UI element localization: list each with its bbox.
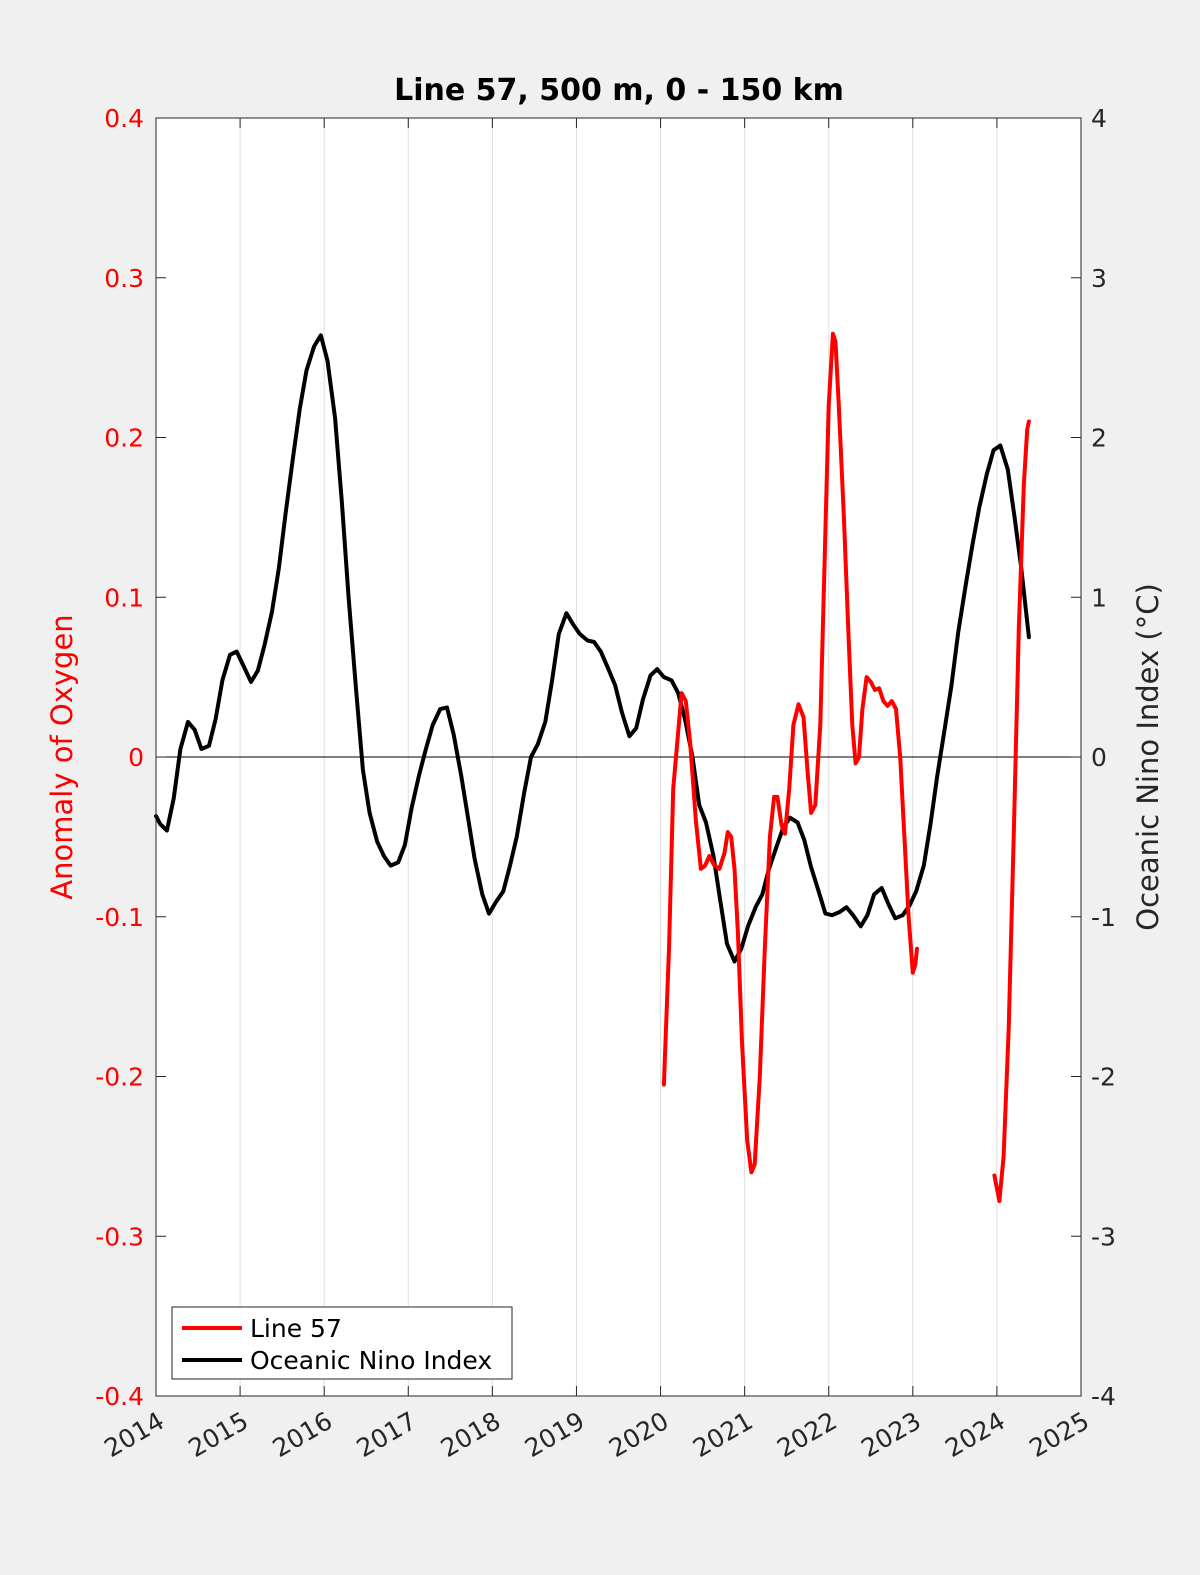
y-right-tick-label: -2 (1091, 1063, 1116, 1092)
y-left-tick-label: -0.3 (95, 1222, 144, 1251)
y-left-tick-label: -0.1 (95, 903, 144, 932)
series-layer (154, 331, 1031, 1204)
legend: Line 57 Oceanic Nino Index (171, 1306, 513, 1380)
y-right-tick-label: -1 (1091, 903, 1116, 932)
y-left-tick-label: -0.2 (95, 1063, 144, 1092)
y-right-tick-label: 0 (1091, 743, 1107, 772)
y-right-tick-label: 1 (1091, 583, 1107, 612)
series-line-oceanic-nino-index (154, 333, 1031, 964)
series-line-line-57 (661, 331, 919, 1175)
y-axis-right: 4 3 2 1 0 -1 -2 -3 -4 (1071, 104, 1116, 1411)
y-left-tick-label: -0.4 (95, 1382, 144, 1411)
legend-label-oni: Oceanic Nino Index (250, 1346, 492, 1375)
chart-title: Line 57, 500 m, 0 - 150 km (394, 73, 844, 108)
y-axis-left: 0.4 0.3 0.2 0.1 0 -0.1 -0.2 -0.3 -0.4 (95, 104, 166, 1411)
legend-box (171, 1306, 513, 1380)
y-left-tick-label: 0.3 (104, 264, 144, 293)
y-left-tick-label: 0.4 (104, 104, 144, 133)
y-axis-left-label: Anomaly of Oxygen (45, 614, 79, 899)
y-right-tick-label: 3 (1091, 264, 1107, 293)
series-line-line-57 (992, 419, 1031, 1204)
y-right-tick-label: 2 (1091, 424, 1107, 453)
y-right-tick-label: -4 (1091, 1382, 1116, 1411)
y-right-tick-label: 4 (1091, 104, 1107, 133)
y-axis-right-label: Oceanic Nino Index (°C) (1131, 583, 1165, 931)
y-left-tick-label: 0 (128, 743, 144, 772)
y-right-tick-label: -3 (1091, 1222, 1116, 1251)
y-left-tick-label: 0.1 (104, 583, 144, 612)
y-left-tick-label: 0.2 (104, 424, 144, 453)
legend-label-line-57: Line 57 (250, 1314, 342, 1343)
